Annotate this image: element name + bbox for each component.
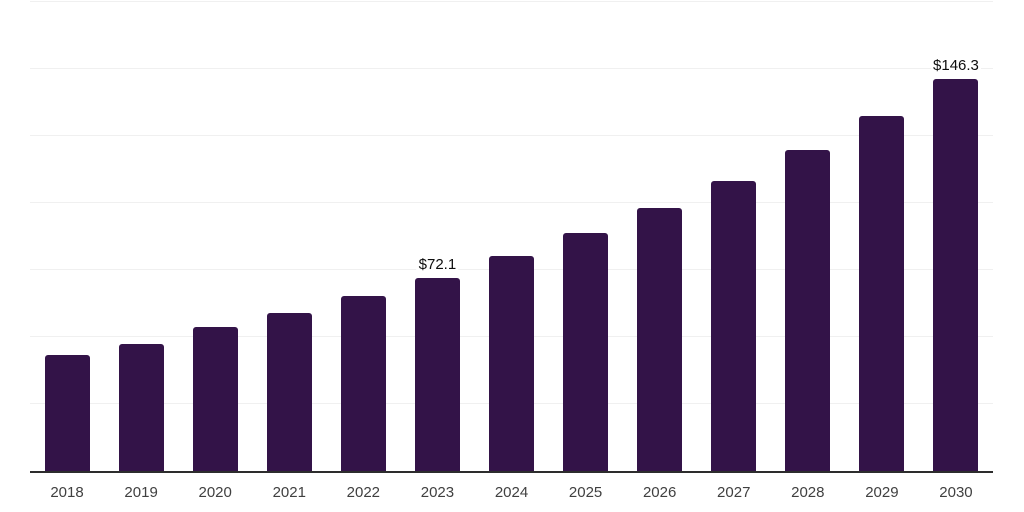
x-tick-2020: 2020: [198, 484, 232, 501]
bar-2026: [637, 208, 683, 471]
x-tick-2029: 2029: [865, 484, 899, 501]
bar-slot-2027: [697, 2, 771, 471]
x-tick-2019: 2019: [124, 484, 158, 501]
bar-2022: [340, 296, 386, 471]
bar-slot-2023: $72.1: [400, 2, 474, 471]
x-axis-line: [30, 471, 993, 473]
x-tick-2030: 2030: [939, 484, 973, 501]
gridline-150: [30, 68, 993, 69]
bar-2023: [414, 277, 460, 471]
bar-slot-2020: [178, 2, 252, 471]
bar-slot-2029: [845, 2, 919, 471]
x-tick-2018: 2018: [50, 484, 84, 501]
bar-2020: [192, 326, 238, 471]
gridline-175: [30, 1, 993, 2]
x-tick-2023: 2023: [420, 484, 455, 501]
bar-2021: [266, 313, 312, 471]
bar-slot-2022: [326, 2, 400, 471]
bar-slot-2019: [104, 2, 178, 471]
bar-value-label-2023: $72.1: [416, 255, 459, 273]
bars-row: $72.1 $146.3: [30, 2, 993, 471]
bar-2028: [785, 150, 831, 471]
x-tick-2025: 2025: [568, 484, 603, 501]
bar-value-label-2030: $146.3: [931, 56, 981, 74]
x-axis-labels: 2018 2019 2020 2021 2022 2023 2024 2025 2026 2027…: [30, 484, 993, 502]
bar-2019: [118, 343, 164, 471]
plot-area: $72.1 $146.3: [30, 1, 993, 471]
bar-2024: [489, 256, 534, 471]
x-tick-2024: 2024: [494, 484, 529, 501]
bar-2029: [859, 115, 905, 471]
x-tick-2028: 2028: [791, 484, 825, 501]
bar-slot-2028: [771, 2, 845, 471]
bar-slot-2025: [549, 2, 623, 471]
gridline-125: [30, 135, 993, 136]
bar-slot-2026: [623, 2, 697, 471]
bar-slot-2024: [474, 2, 548, 471]
bar-2018: [44, 354, 90, 471]
bar-slot-2030: $146.3: [919, 2, 993, 471]
gridline-100: [30, 202, 993, 203]
bar-slot-2018: [30, 2, 104, 471]
x-tick-2026: 2026: [642, 484, 677, 501]
x-tick-2022: 2022: [346, 484, 381, 501]
bar-2030: [933, 78, 979, 471]
x-tick-2021: 2021: [272, 484, 306, 501]
x-tick-2027: 2027: [717, 484, 751, 501]
bar-2027: [711, 180, 757, 471]
bar-slot-2021: [252, 2, 326, 471]
bar-2025: [563, 233, 609, 471]
